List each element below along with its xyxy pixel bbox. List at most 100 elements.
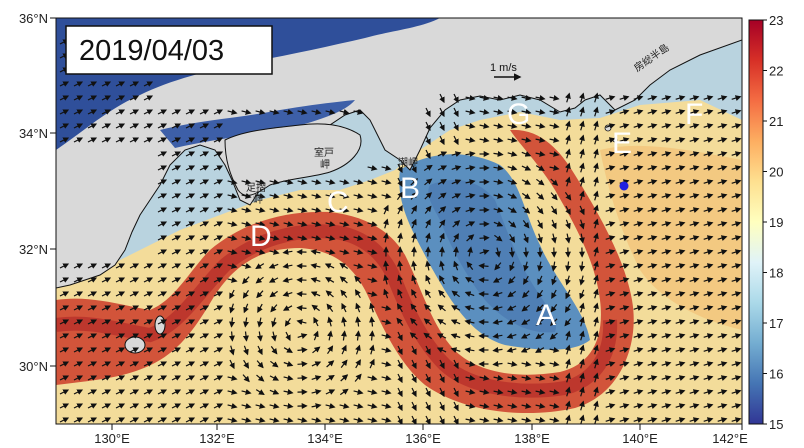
current-vector xyxy=(465,402,476,409)
current-vector xyxy=(647,109,658,115)
current-vector xyxy=(59,305,70,311)
current-vector xyxy=(297,109,308,115)
current-vector xyxy=(605,123,616,129)
current-vector xyxy=(157,221,168,227)
colorbar-tick-label: 22 xyxy=(769,64,783,79)
lon-label-138: 138°E xyxy=(514,431,550,446)
current-vector xyxy=(367,165,378,171)
colorbar-tick-label: 21 xyxy=(769,114,783,129)
current-vector xyxy=(129,333,140,339)
current-vector xyxy=(731,375,742,381)
current-vector xyxy=(438,289,446,298)
current-vector xyxy=(213,333,224,339)
current-vector xyxy=(59,81,70,87)
current-vector xyxy=(143,347,154,353)
lon-label-140: 140°E xyxy=(622,431,658,446)
current-vector xyxy=(647,361,658,367)
current-vector xyxy=(493,178,504,185)
current-vector xyxy=(661,137,672,143)
current-vector xyxy=(59,137,70,143)
current-vector xyxy=(87,291,98,297)
current-vector xyxy=(157,165,168,171)
current-vector xyxy=(129,81,140,87)
current-vector xyxy=(129,389,140,395)
current-vector xyxy=(199,347,210,353)
current-vector xyxy=(579,190,585,201)
current-vector xyxy=(396,303,403,313)
current-vector xyxy=(451,206,461,213)
current-vector xyxy=(689,165,700,171)
current-vector xyxy=(353,193,364,199)
current-vector xyxy=(492,346,503,353)
current-vector xyxy=(731,95,742,101)
current-vector xyxy=(369,344,375,355)
current-vector xyxy=(271,317,277,328)
current-vector xyxy=(689,305,700,311)
current-vector xyxy=(425,232,431,243)
current-vector xyxy=(633,193,644,199)
current-vector xyxy=(101,81,112,87)
current-vector xyxy=(675,305,686,311)
current-vector xyxy=(59,361,70,367)
current-vector xyxy=(565,330,571,341)
current-vector xyxy=(675,179,686,185)
current-vector xyxy=(549,108,560,115)
current-vector xyxy=(717,263,728,269)
current-vector xyxy=(689,389,700,395)
current-vector xyxy=(717,95,728,101)
current-vector xyxy=(297,333,308,339)
current-vector xyxy=(199,333,210,339)
current-vector xyxy=(703,221,714,227)
current-vector xyxy=(269,109,280,115)
current-vector xyxy=(565,414,571,424)
current-vector xyxy=(550,318,558,327)
current-vector xyxy=(115,263,126,269)
current-vector xyxy=(241,389,252,395)
current-vector xyxy=(367,277,378,283)
current-vector xyxy=(565,176,571,187)
shikoku-island xyxy=(224,123,362,196)
current-vector xyxy=(493,94,504,101)
current-vector xyxy=(369,302,375,313)
current-vector xyxy=(521,151,532,157)
current-vector xyxy=(647,165,658,171)
current-vector xyxy=(703,179,714,185)
current-vector xyxy=(256,290,264,299)
current-vector xyxy=(479,136,490,143)
current-vector xyxy=(339,235,350,241)
current-vector xyxy=(227,179,238,185)
current-vector xyxy=(703,319,714,325)
current-vector xyxy=(101,319,112,325)
current-vector xyxy=(465,136,476,143)
current-vector xyxy=(382,232,389,243)
current-vector xyxy=(353,235,364,241)
current-vector xyxy=(411,232,417,243)
current-vector xyxy=(255,403,266,409)
current-vector xyxy=(255,235,266,241)
current-vector xyxy=(87,403,98,409)
current-vector xyxy=(633,137,644,143)
current-vector xyxy=(479,374,490,381)
current-vector xyxy=(381,389,392,395)
current-vector xyxy=(675,319,686,325)
current-vector xyxy=(409,332,418,340)
current-vector xyxy=(731,207,742,213)
colorbar-tick-label: 15 xyxy=(769,417,783,432)
current-vector xyxy=(593,218,599,229)
current-vector xyxy=(171,193,182,199)
current-vector xyxy=(717,389,728,395)
current-vector xyxy=(213,277,224,283)
current-vector xyxy=(717,109,728,115)
current-vector xyxy=(325,221,336,227)
current-vector xyxy=(731,417,742,423)
colorbar-ticks: 23 22 21 20 19 18 17 16 15 xyxy=(763,13,783,432)
current-vector xyxy=(367,291,378,297)
current-vector xyxy=(465,151,476,158)
current-vector xyxy=(508,220,517,228)
current-vector xyxy=(579,275,585,286)
current-vector xyxy=(87,347,98,353)
current-vector xyxy=(647,347,658,353)
current-vector xyxy=(565,400,571,411)
current-vector xyxy=(549,136,560,143)
